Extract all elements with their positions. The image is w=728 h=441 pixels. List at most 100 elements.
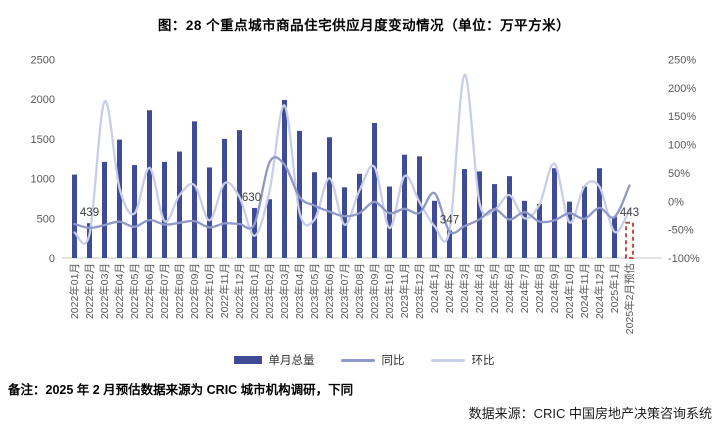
x-tick-label: 2024年9月 [548, 263, 561, 313]
legend-item-yoy: 同比 [340, 352, 405, 368]
y-right-tick-label: 50% [668, 168, 690, 180]
yoy-line-swatch-icon [340, 358, 375, 362]
bar [282, 99, 287, 258]
bar [267, 199, 272, 258]
x-tick-label: 2024年6月 [503, 263, 516, 313]
bar [132, 165, 137, 258]
bar [447, 230, 452, 258]
bar [462, 169, 467, 258]
y-right-tick-label: -100% [668, 253, 700, 265]
x-tick-label: 2022年05月 [128, 263, 141, 319]
bar [312, 172, 317, 258]
bar [177, 151, 182, 258]
bar-data-label: 347 [440, 214, 459, 226]
bar [357, 173, 362, 258]
data-source: 数据来源：CRIC 中国房地产决策咨询系统 [468, 406, 712, 421]
bar [102, 161, 107, 258]
y-right-tick-label: 200% [668, 83, 696, 95]
estimate-bar [625, 221, 634, 259]
mom-line [73, 73, 631, 245]
y-right-tick-label: 100% [668, 140, 696, 152]
bar [342, 187, 347, 258]
bar [222, 138, 227, 258]
bar [522, 200, 527, 258]
bar [582, 186, 587, 258]
x-tick-label: 2023年09月 [368, 263, 381, 319]
bar [87, 223, 92, 258]
x-tick-label: 2024年5月 [488, 263, 501, 313]
bar [612, 216, 617, 258]
y-right-tick-label: 150% [668, 111, 696, 123]
mom-line-swatch-icon [430, 358, 465, 362]
bar-series-swatch-icon [233, 356, 262, 364]
x-tick-label: 2024年10月 [563, 263, 576, 319]
bar [207, 167, 212, 258]
x-tick-label: 2024年4月 [473, 263, 486, 313]
bar [252, 207, 257, 258]
x-tick-label: 2023年05月 [308, 263, 321, 319]
bar [162, 161, 167, 258]
bar [147, 110, 152, 258]
bar [372, 122, 377, 259]
y-right-tick-label: 0% [668, 196, 684, 208]
y-left-tick-label: 500 [37, 213, 55, 225]
x-tick-label: 2024年1月 [428, 263, 441, 313]
bar [387, 186, 392, 258]
x-tick-label: 2023年10月 [383, 263, 396, 319]
y-left-tick-label: 0 [49, 253, 55, 265]
legend-item-mom: 环比 [430, 352, 495, 368]
x-tick-label: 2024年11月 [578, 263, 591, 318]
x-tick-label: 2025年1月 [608, 263, 621, 313]
x-tick-label: 2022年04月 [113, 263, 126, 319]
y-right-tick-label: -50% [668, 225, 694, 237]
bar [597, 168, 602, 258]
bar-data-label: 443 [620, 207, 639, 219]
bar [552, 168, 557, 258]
bar [402, 154, 407, 258]
x-tick-label: 2022年09月 [188, 263, 201, 319]
bar [192, 121, 197, 259]
x-tick-label: 2023年03月 [278, 263, 291, 319]
x-tick-label: 2022年07月 [158, 263, 171, 319]
yoy-line [73, 156, 631, 235]
x-tick-label: 2022年10月 [203, 263, 216, 319]
x-tick-label: 2024年2月 [443, 263, 456, 313]
x-tick-label: 2023年12月 [413, 263, 426, 319]
bar [432, 200, 437, 258]
x-tick-label: 2023年07月 [338, 263, 351, 319]
x-tick-label: 2025年2月预估 [623, 263, 636, 335]
chart-legend: 单月总量 同比 环比 [0, 352, 728, 368]
chart-title: 图：28 个重点城市商品住宅供应月度变动情况（单位：万平方米） [157, 18, 571, 33]
legend-bar-label: 单月总量 [268, 355, 315, 367]
x-tick-label: 2024年12月 [593, 263, 606, 319]
bar [537, 203, 542, 258]
legend-yoy-label: 同比 [381, 355, 405, 367]
x-tick-label: 2022年06月 [143, 263, 156, 319]
bar [297, 130, 302, 258]
x-tick-label: 2022年01月 [68, 263, 81, 319]
bar [72, 174, 77, 258]
legend-item-bar: 单月总量 [233, 352, 315, 368]
x-tick-label: 2022年08月 [173, 263, 186, 319]
x-tick-label: 2023年08月 [353, 263, 366, 319]
bar [417, 156, 422, 258]
y-left-tick-label: 1500 [31, 134, 55, 146]
bar-data-label: 439 [80, 207, 99, 219]
bar [567, 201, 572, 258]
x-tick-label: 2022年02月 [83, 263, 96, 319]
bar [327, 137, 332, 258]
y-left-tick-label: 2000 [31, 94, 55, 106]
bar [507, 176, 512, 258]
bar-data-label: 630 [242, 192, 261, 204]
y-left-tick-label: 2500 [31, 54, 55, 66]
x-tick-label: 2022年03月 [98, 263, 111, 319]
x-tick-label: 2022年11月 [218, 263, 231, 318]
x-tick-label: 2023年02月 [263, 263, 276, 319]
bar [237, 130, 242, 258]
x-tick-label: 2024年3月 [458, 263, 471, 313]
x-tick-label: 2024年8月 [533, 263, 546, 313]
bar [477, 171, 482, 258]
footnote: 备注：2025 年 2 月预估数据来源为 CRIC 城市机构调研，下同 [8, 383, 354, 397]
